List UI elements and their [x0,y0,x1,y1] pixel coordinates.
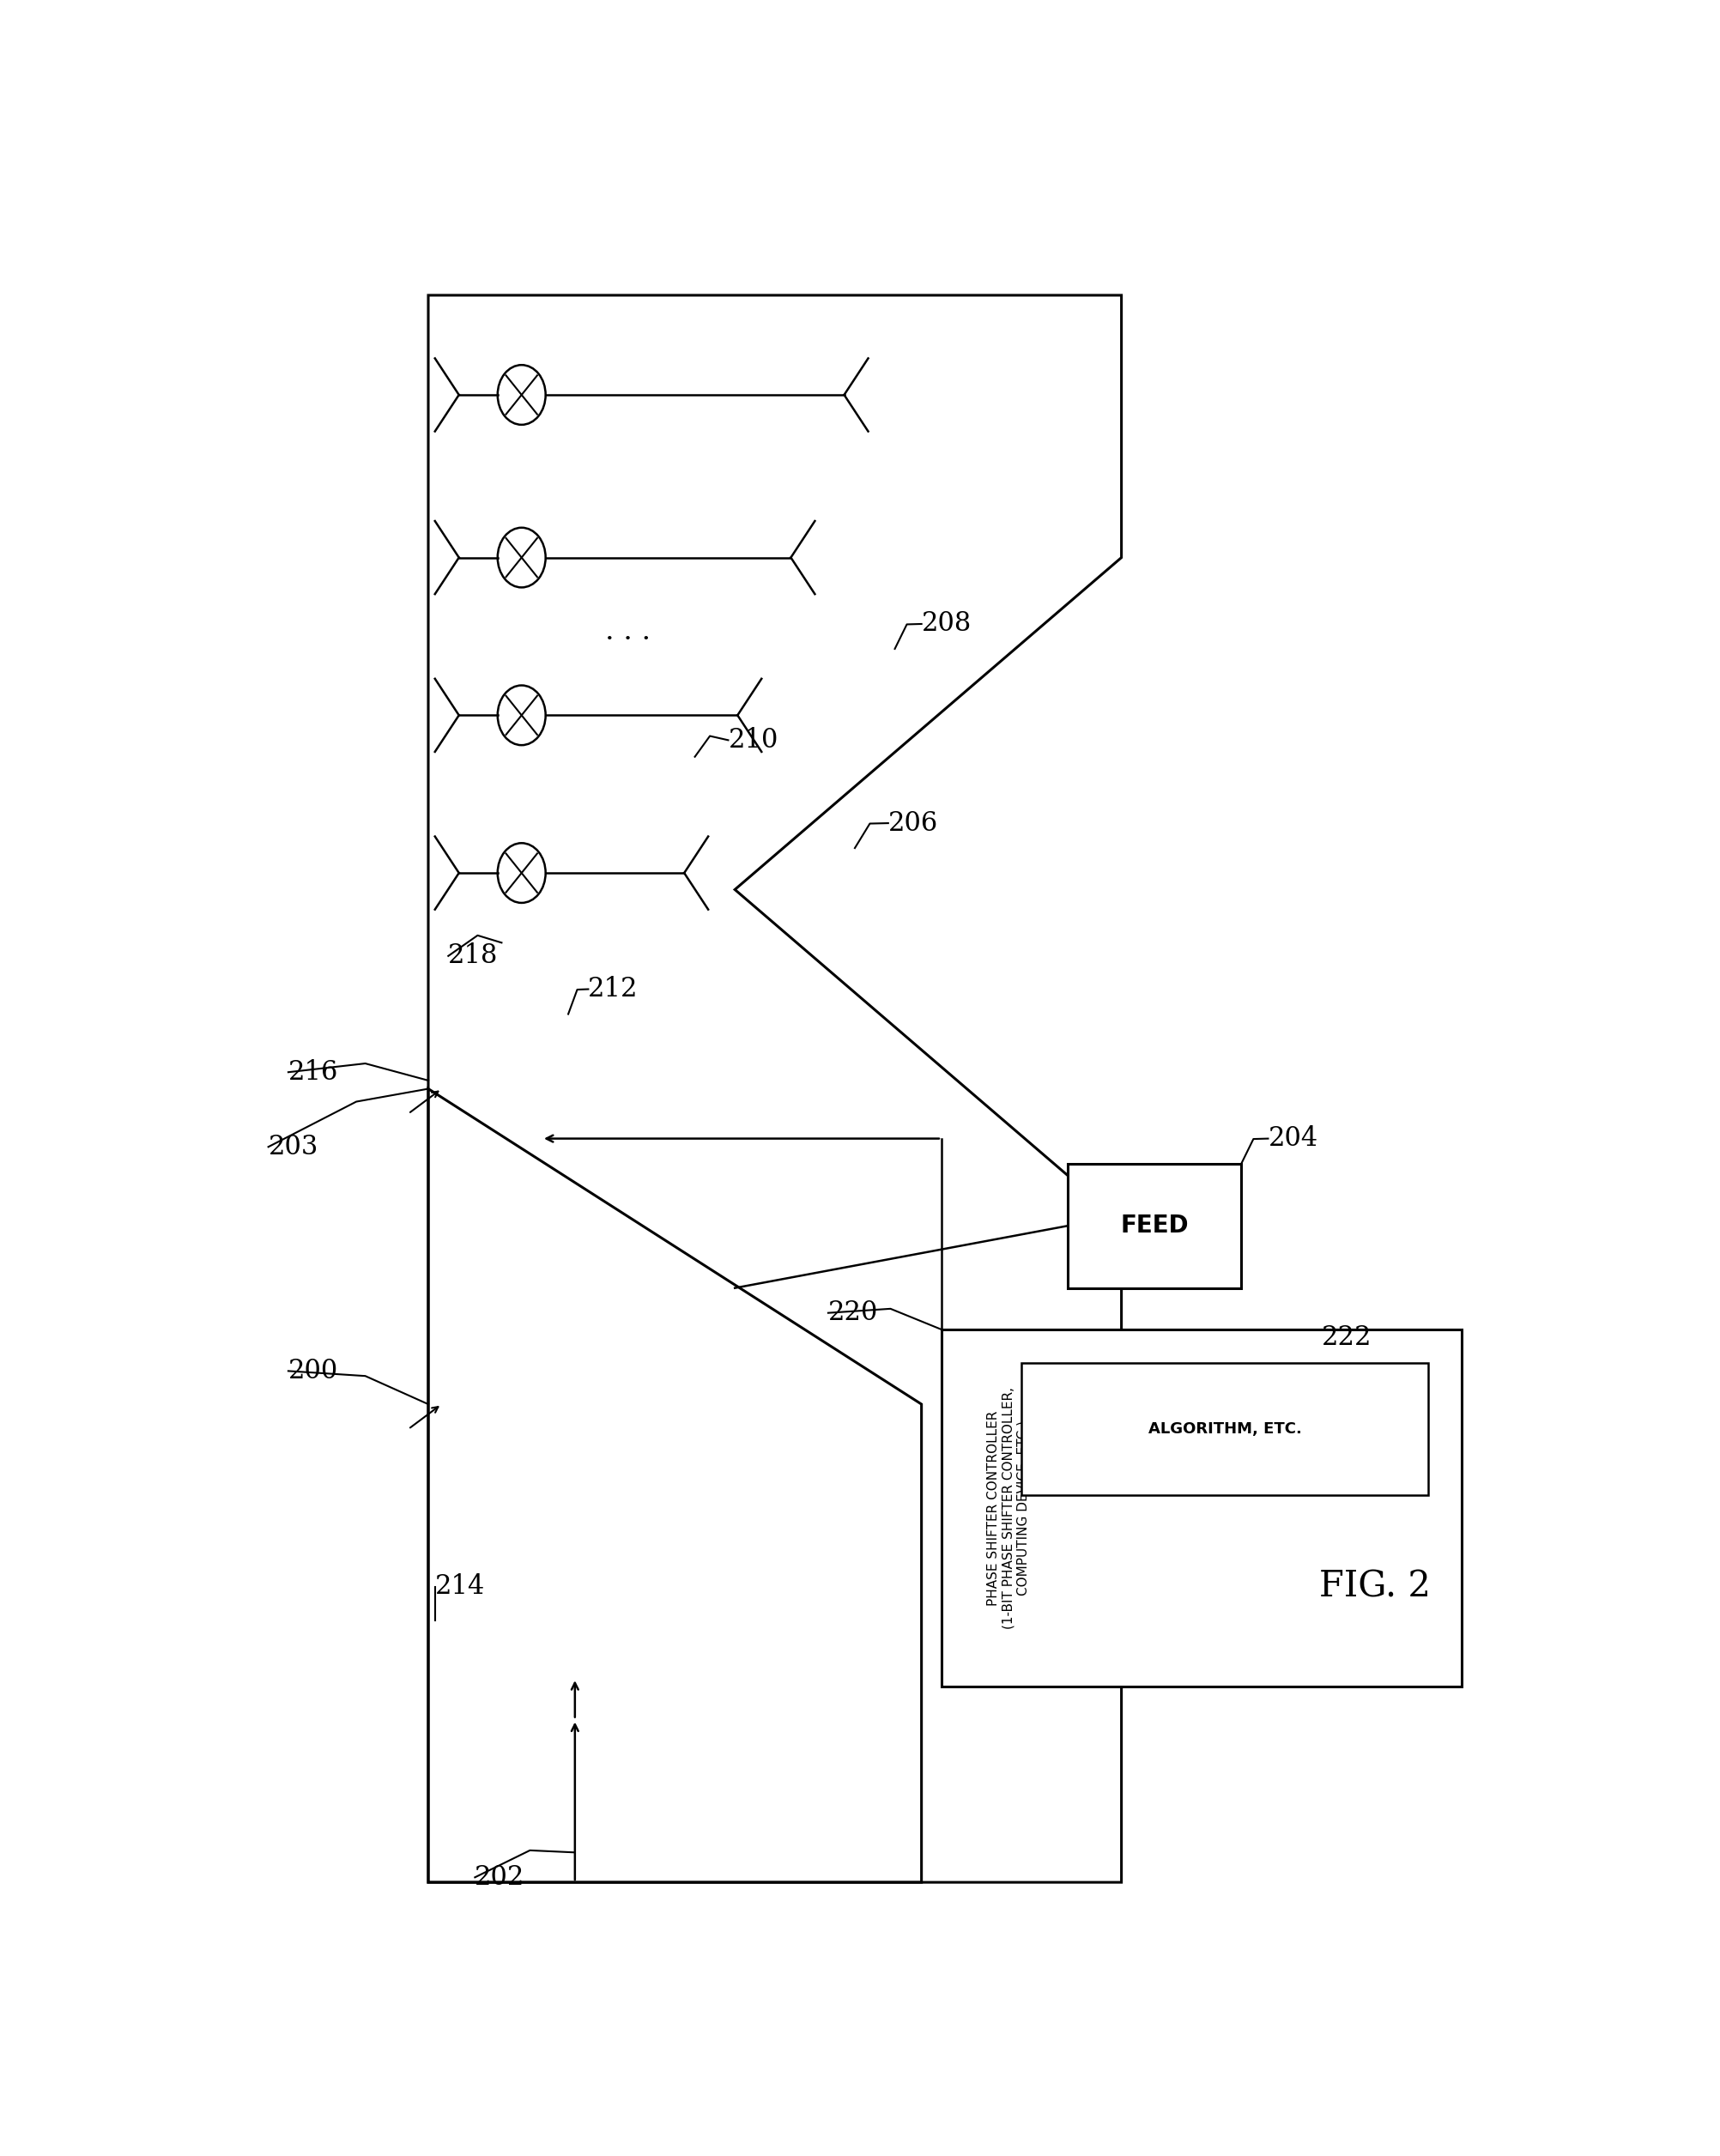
Text: 203: 203 [268,1134,318,1160]
Text: FEED: FEED [1121,1214,1189,1238]
FancyBboxPatch shape [1022,1363,1428,1496]
Text: 220: 220 [829,1300,879,1326]
Text: 204: 204 [1268,1125,1318,1151]
Text: PHASE SHIFTER CONTROLLER
(1-BIT PHASE SHIFTER CONTROLLER,
COMPUTING DEVICE, ETC.: PHASE SHIFTER CONTROLLER (1-BIT PHASE SH… [987,1386,1030,1630]
Text: 210: 210 [728,727,779,752]
Text: 222: 222 [1321,1324,1371,1352]
Text: 200: 200 [289,1358,339,1384]
Text: 208: 208 [922,610,972,638]
FancyBboxPatch shape [1068,1164,1242,1287]
Text: 216: 216 [289,1059,339,1084]
Text: 206: 206 [888,811,937,837]
FancyBboxPatch shape [941,1330,1462,1686]
Text: 214: 214 [435,1574,485,1600]
Text: 202: 202 [475,1865,525,1891]
Text: FIG. 2: FIG. 2 [1319,1570,1431,1604]
Text: · · ·: · · · [605,627,652,653]
Text: ALGORITHM, ETC.: ALGORITHM, ETC. [1147,1421,1302,1436]
Text: 212: 212 [588,977,638,1003]
Text: 218: 218 [449,942,499,970]
